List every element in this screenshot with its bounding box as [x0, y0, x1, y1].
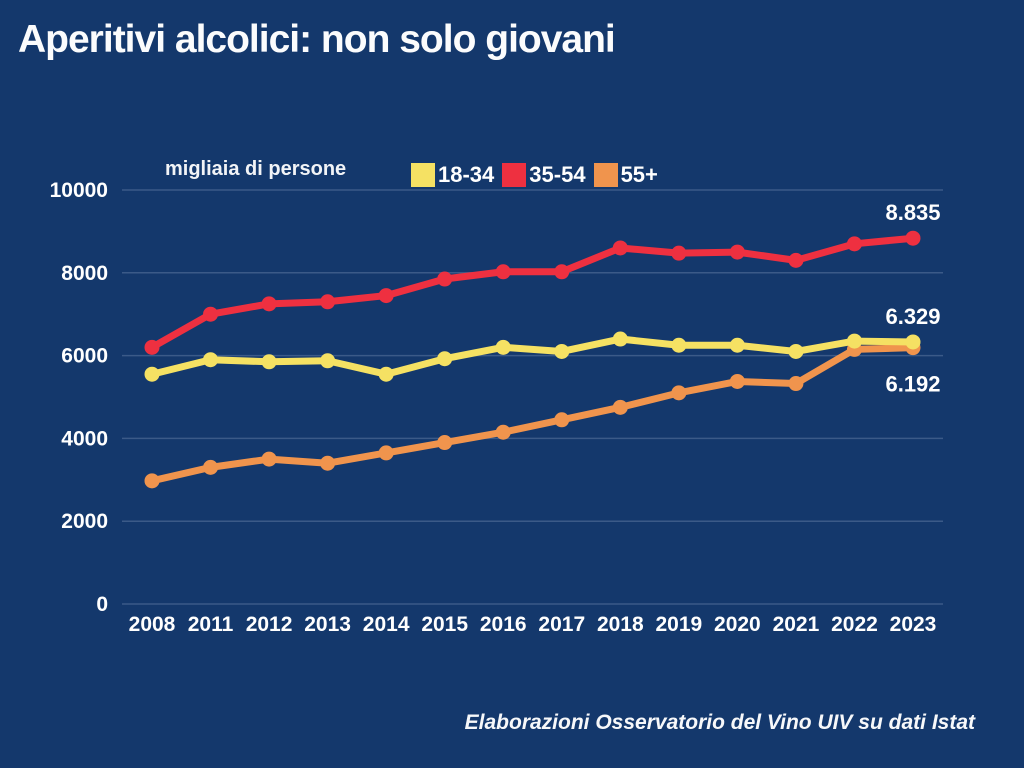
legend-swatch-55plus-icon: [593, 163, 618, 187]
data-point-18-34-2017: [554, 343, 570, 359]
source-credit: Elaborazioni Osservatorio del Vino UIV s…: [464, 711, 975, 734]
data-point-18-34-2023: [905, 334, 921, 350]
legend-label-55plus: 55+: [620, 162, 658, 187]
data-point-18-34-2016: [495, 339, 511, 355]
x-tick-label: 2018: [597, 613, 644, 636]
data-point-35-54-2008: [144, 339, 160, 355]
data-point-55+-2019: [671, 385, 687, 401]
x-tick-label: 2019: [655, 613, 702, 636]
data-point-35-54-2021: [788, 252, 804, 268]
x-tick-label: 2014: [363, 613, 410, 636]
x-tick-label: 2015: [421, 613, 468, 636]
series-line-55+: [148, 344, 917, 485]
data-point-18-34-2020: [729, 337, 745, 353]
data-point-18-34-2022: [846, 333, 862, 349]
series-line-35-54: [148, 234, 917, 351]
chart-unit-label: migliaia di persone: [165, 158, 347, 180]
data-point-55+-2014: [378, 445, 394, 461]
data-point-35-54-2020: [729, 244, 745, 260]
data-point-35-54-2013: [320, 294, 336, 310]
data-point-35-54-2022: [846, 236, 862, 252]
x-tick-label: 2022: [831, 613, 878, 636]
data-point-55+-2018: [612, 399, 628, 415]
data-point-35-54-2017: [554, 264, 570, 280]
data-point-55+-2020: [729, 373, 745, 389]
legend-item-55plus: 55+: [593, 162, 658, 188]
x-tick-label: 2017: [538, 613, 585, 636]
data-point-35-54-2019: [671, 245, 687, 261]
y-tick-label: 2000: [61, 510, 108, 533]
data-point-18-34-2018: [612, 331, 628, 347]
data-point-55+-2016: [495, 424, 511, 440]
data-point-55+-2011: [203, 459, 219, 475]
y-tick-label: 0: [96, 593, 108, 616]
data-point-35-54-2023: [905, 230, 921, 246]
legend-item-35-54: 35-54: [502, 162, 586, 188]
annotation-18-34: 6.329: [885, 304, 940, 329]
data-point-55+-2012: [261, 451, 277, 467]
data-point-18-34-2014: [378, 366, 394, 382]
annotation-35-54: 8.835: [885, 200, 940, 225]
data-point-18-34-2015: [437, 351, 453, 367]
data-point-55+-2015: [437, 435, 453, 451]
data-point-18-34-2013: [320, 353, 336, 369]
data-point-18-34-2011: [203, 352, 219, 368]
y-tick-label: 4000: [61, 427, 108, 450]
page-title: Aperitivi alcolici: non solo giovani: [18, 18, 616, 61]
y-tick-label: 8000: [61, 262, 108, 285]
legend-label-18-34: 18-34: [438, 162, 495, 187]
series-line-18-34: [148, 335, 917, 378]
x-tick-label: 2008: [129, 613, 176, 636]
data-point-18-34-2012: [261, 354, 277, 370]
legend-swatch-18-34-icon: [411, 163, 435, 187]
data-point-55+-2017: [554, 412, 570, 428]
y-tick-label: 6000: [61, 345, 108, 368]
data-point-55+-2013: [320, 455, 336, 471]
x-tick-label: 2021: [773, 613, 820, 636]
x-tick-label: 2012: [246, 613, 293, 636]
x-tick-label: 2013: [304, 613, 351, 636]
data-point-18-34-2019: [671, 337, 687, 353]
data-point-35-54-2012: [261, 296, 277, 312]
data-point-35-54-2015: [437, 271, 453, 287]
legend-swatch-35-54-icon: [502, 163, 527, 187]
y-tick-label: 10000: [50, 179, 108, 202]
x-tick-label: 2023: [890, 613, 937, 636]
x-tick-label: 2020: [714, 613, 761, 636]
data-point-35-54-2018: [612, 240, 628, 256]
data-point-35-54-2016: [495, 264, 511, 280]
data-point-35-54-2014: [378, 288, 394, 304]
legend-label-35-54: 35-54: [529, 162, 586, 187]
data-point-55+-2008: [144, 473, 160, 489]
x-tick-label: 2011: [188, 613, 234, 636]
data-point-18-34-2021: [788, 343, 804, 359]
data-point-18-34-2008: [144, 366, 160, 382]
data-point-55+-2021: [788, 376, 804, 392]
annotation-55+: 6.192: [885, 372, 940, 397]
legend-item-18-34: 18-34: [411, 162, 494, 188]
data-point-35-54-2011: [203, 306, 219, 322]
chart-legend: 18-34 35-54 55+: [411, 162, 666, 188]
x-tick-label: 2016: [480, 613, 527, 636]
